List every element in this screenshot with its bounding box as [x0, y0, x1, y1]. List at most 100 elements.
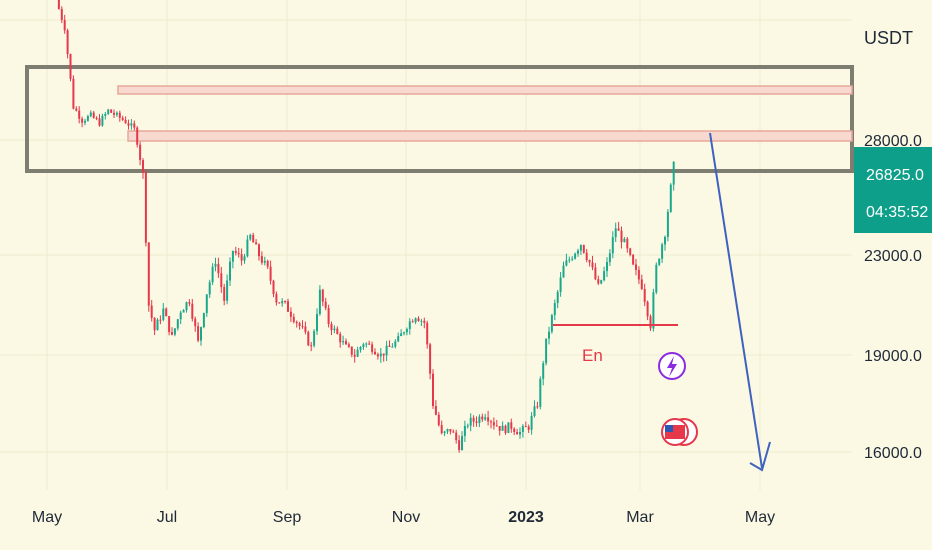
candle-body — [579, 245, 582, 251]
candle-body — [443, 431, 446, 434]
candle-body — [298, 323, 301, 326]
candle-body — [626, 238, 629, 249]
candle-body — [188, 302, 191, 304]
candle-body — [345, 341, 347, 345]
candle-body — [229, 261, 231, 281]
candle-body — [231, 250, 234, 262]
x-tick-label: Mar — [626, 509, 654, 526]
candle-body — [394, 341, 397, 347]
candle-body — [226, 280, 229, 301]
candle-body — [292, 316, 295, 322]
candle-body — [324, 301, 327, 309]
candle-body — [655, 264, 658, 293]
candle-body — [582, 245, 585, 253]
x-tick-label: May — [745, 509, 775, 526]
candle-body — [466, 425, 469, 427]
x-tick-label: May — [32, 509, 62, 526]
candle-body — [255, 242, 258, 245]
candle-body — [458, 440, 461, 451]
candle-body — [611, 237, 614, 254]
candle-body — [516, 431, 519, 435]
candle-body — [594, 267, 597, 280]
candle-body — [455, 432, 458, 441]
candle-body — [452, 431, 455, 433]
candle-body — [432, 373, 434, 406]
candle-body — [574, 253, 577, 259]
currency-label: USDT — [864, 28, 913, 48]
candle-body — [637, 269, 640, 280]
candle-body — [597, 279, 600, 284]
candle-body — [182, 310, 185, 313]
candle-body — [185, 302, 188, 311]
candle-body — [504, 425, 507, 433]
candle-body — [289, 311, 292, 317]
candle-body — [200, 327, 202, 341]
candle-body — [252, 234, 255, 243]
candle-body — [571, 258, 574, 260]
candle-body — [652, 292, 655, 329]
candle-body — [240, 254, 243, 261]
supply-zone-box — [25, 65, 854, 173]
candle-body — [63, 20, 66, 31]
candle-body — [92, 112, 95, 118]
candle-body — [301, 325, 304, 327]
candle-body — [136, 127, 139, 145]
y-tick-label: 23000.0 — [864, 248, 922, 265]
resistance-band-lower — [127, 130, 853, 142]
candle-body — [115, 112, 118, 115]
candle-body — [591, 262, 594, 268]
candle-body — [437, 414, 440, 426]
x-tick-label: Jul — [157, 509, 177, 526]
candle-body — [266, 260, 269, 267]
candle-body — [629, 248, 632, 255]
candle-body — [405, 329, 408, 333]
candle-body — [86, 116, 89, 121]
lightning-icon — [667, 356, 677, 377]
candle-body — [414, 318, 417, 323]
candle-body — [365, 343, 368, 345]
candle-body — [492, 422, 495, 426]
candle-body — [469, 417, 472, 426]
candle-body — [666, 211, 669, 237]
candle-body — [272, 280, 275, 295]
candle-body — [318, 289, 321, 315]
candle-body — [658, 258, 661, 265]
x-tick-label: 2023 — [508, 509, 544, 526]
candle-body — [214, 263, 217, 267]
candle-body — [484, 417, 487, 420]
candle-body — [217, 263, 220, 274]
candle-body — [75, 108, 78, 111]
candle-body — [127, 123, 130, 126]
candle-body — [498, 426, 501, 431]
candle-body — [89, 112, 92, 117]
candle-body — [623, 238, 626, 243]
candle-body — [553, 303, 556, 316]
candle-body — [165, 308, 168, 317]
candle-body — [577, 250, 579, 254]
projection-arrow-head — [749, 441, 771, 472]
candle-body — [295, 321, 298, 324]
candle-body — [342, 341, 345, 343]
candle-body — [211, 266, 214, 283]
candle-body — [57, 0, 60, 9]
candle-body — [371, 344, 374, 352]
candle-body — [260, 256, 263, 263]
candle-body — [284, 301, 287, 303]
candle-body — [107, 109, 110, 114]
candle-body — [521, 426, 524, 432]
candle-body — [84, 120, 86, 123]
entry-label: En — [582, 346, 603, 365]
candle-body — [362, 344, 365, 347]
candle-body — [417, 318, 420, 322]
candle-body — [142, 160, 144, 172]
candle-body — [258, 244, 260, 257]
candle-body — [449, 429, 452, 432]
candle-body — [110, 109, 113, 113]
candle-body — [643, 288, 646, 302]
candle-body — [124, 119, 127, 124]
candle-body — [220, 273, 223, 288]
candle-body — [588, 260, 591, 263]
candle-body — [463, 425, 466, 437]
